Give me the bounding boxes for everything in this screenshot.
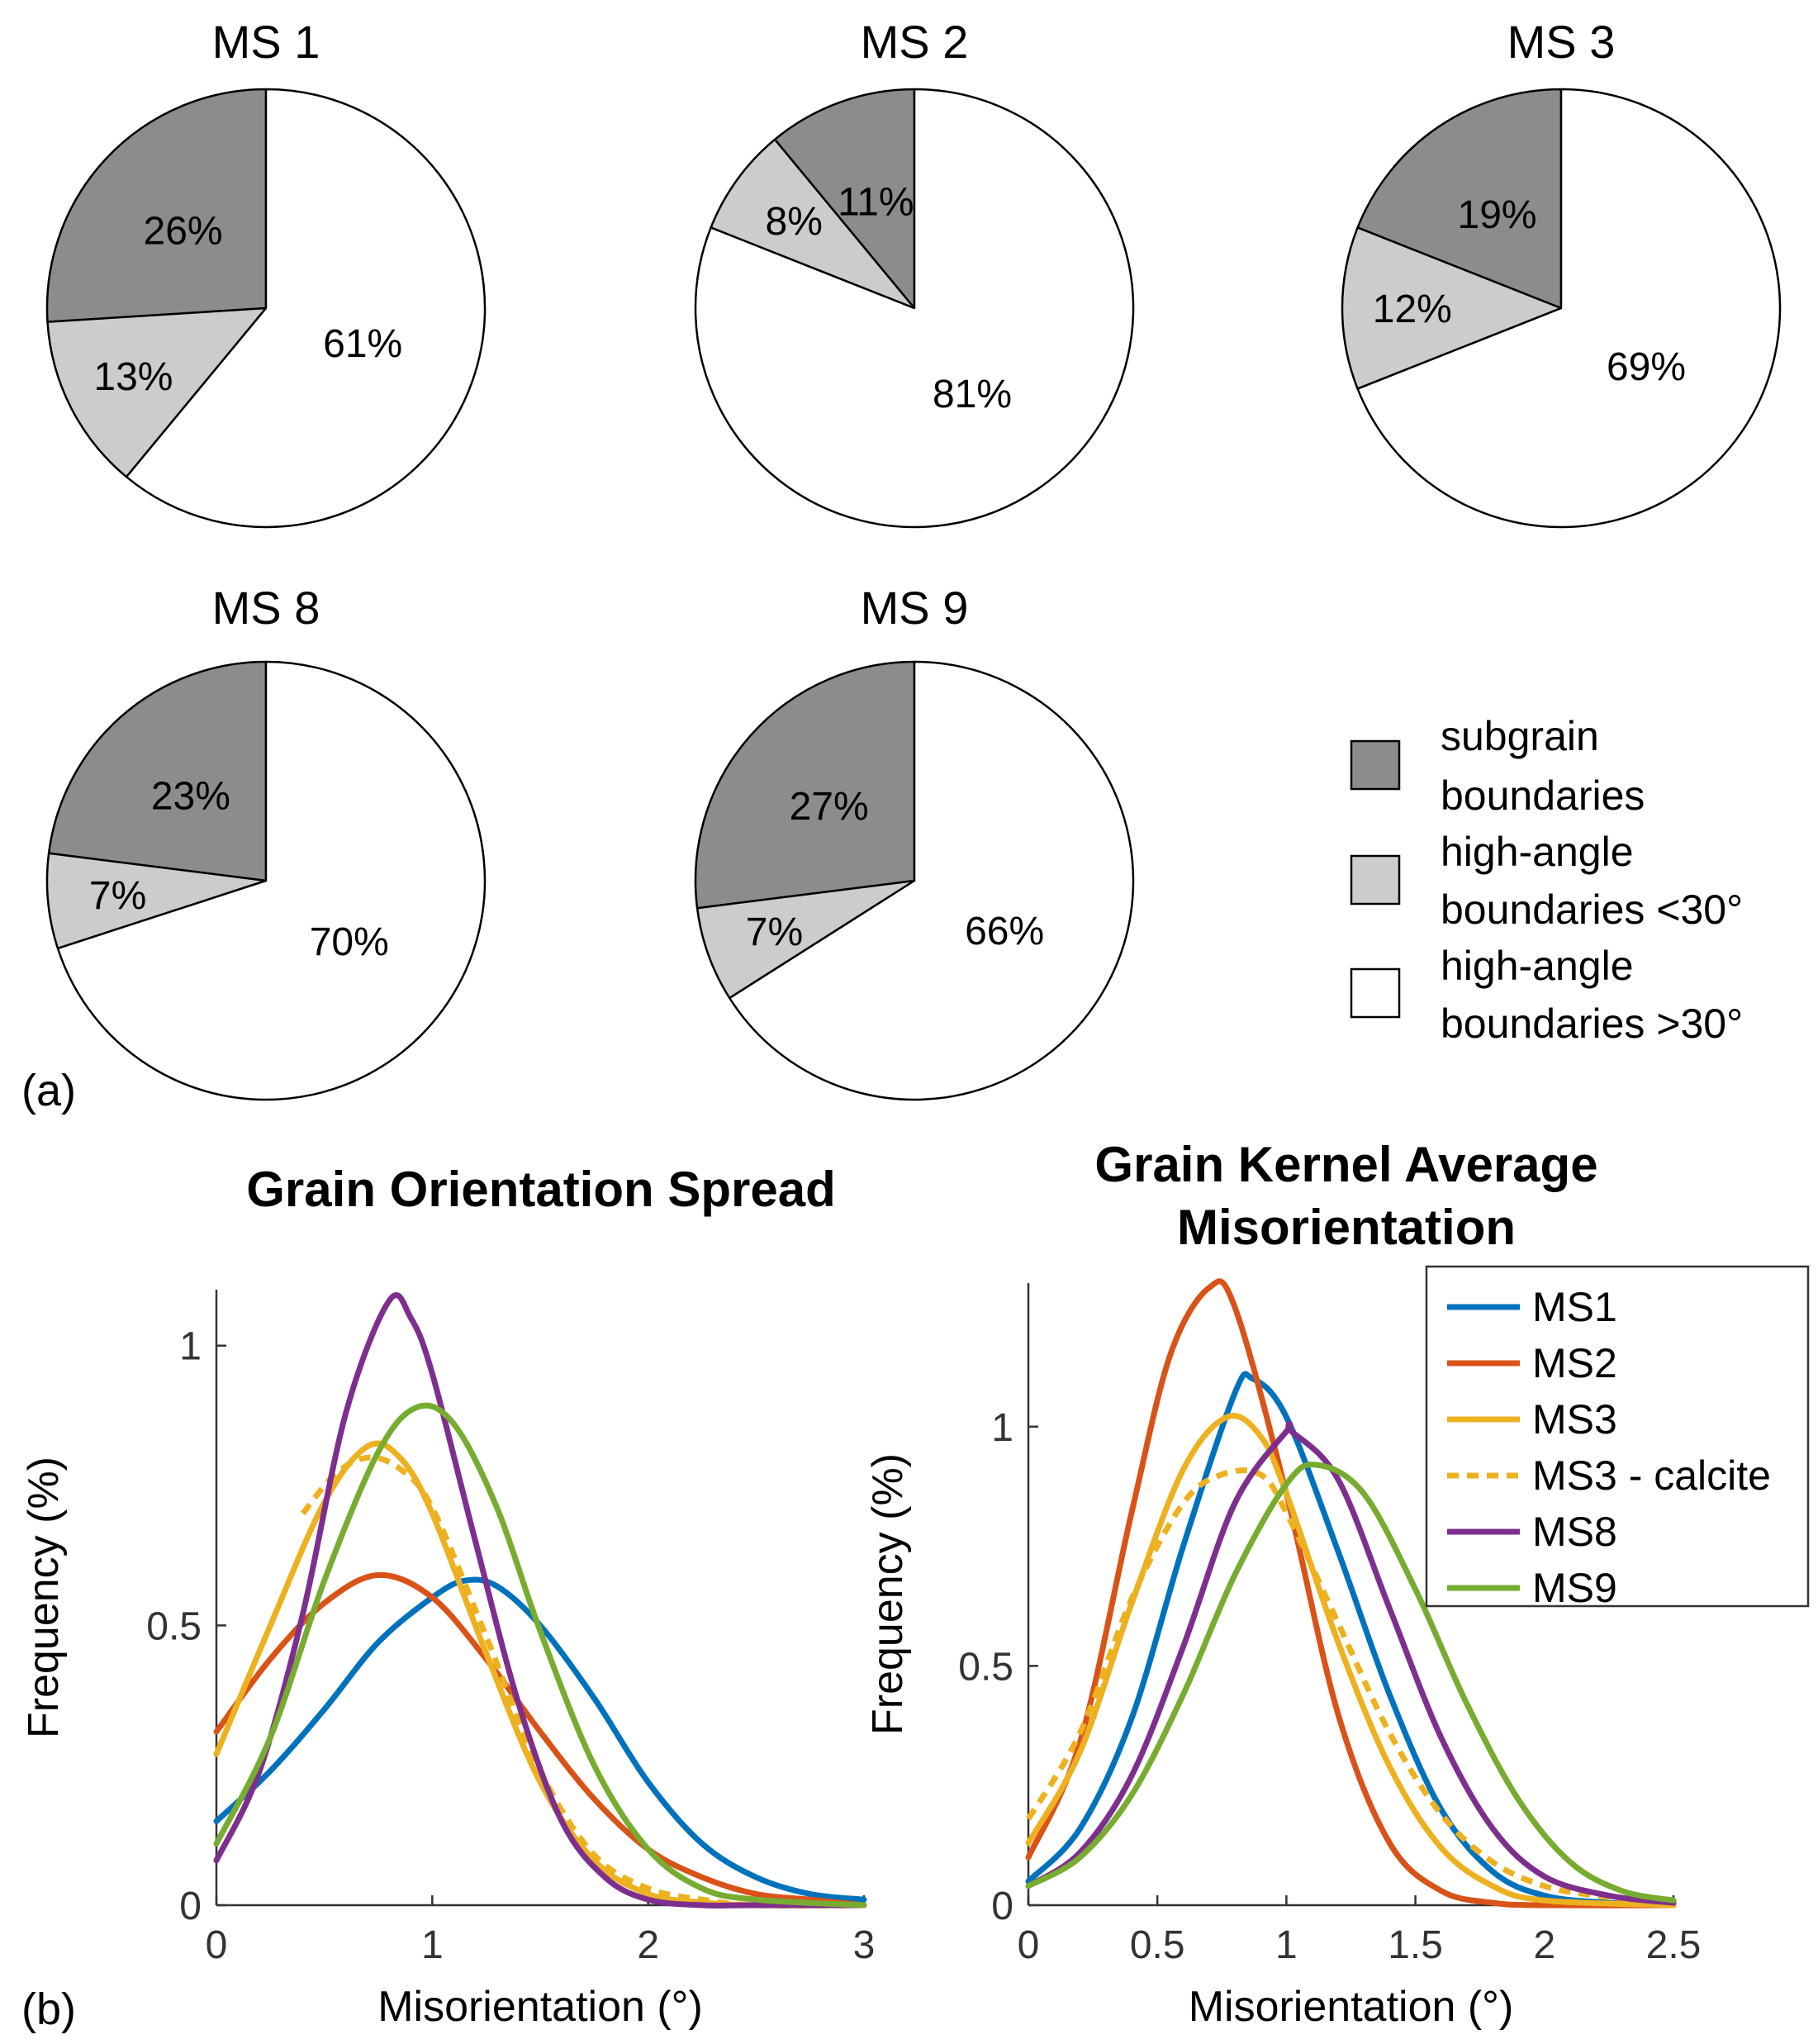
pie-slice-label: 12% [1373,288,1452,331]
x-tick-label: 2 [1533,1923,1555,1967]
x-tick-label: 3 [853,1923,876,1967]
pie-ms-1: MS 1 26% 13% 61% [45,16,487,529]
pie-legend-swatch-high-angle-lt30 [1350,854,1401,906]
pie-slice-label: 61% [323,322,402,366]
pie-slice-subgrain-boundaries [1356,88,1563,310]
pie-slice-label: 26% [144,210,223,254]
pie-legend-swatch-subgrain [1350,739,1401,791]
x-tick-label: 0.5 [1130,1923,1185,1967]
pie-slice-subgrain-boundaries [47,660,268,882]
pie-slice-label: 23% [151,775,230,819]
pie-legend-label-line1: high-angle [1441,829,1634,875]
pie-legend-swatch-high-angle-gt30 [1350,967,1401,1019]
pie-slice-high-angle-boundaries-30 [45,852,268,950]
chart-grain-kernel-average-misorientation: Grain Kernel Average Misorientation 0 0.5… [864,1137,1810,2031]
y-tick-label: 0.5 [146,1604,202,1648]
line-legend-label-ms2: MS2 [1532,1340,1617,1386]
pie-slice-label: 27% [790,785,869,829]
series-line-ms9 [213,1402,867,1909]
y-tick-label: 0 [179,1885,202,1928]
pie-legend-item-subgrain: subgrain boundaries [1350,713,1645,819]
pie-title: MS 2 [861,16,969,68]
y-tick-label: 0.5 [958,1645,1013,1689]
line-legend-label-ms9: MS9 [1532,1565,1617,1611]
y-tick-label: 0 [991,1885,1013,1928]
series-line-ms3-calcite [1025,1467,1674,1909]
x-axis-label: Misorientation (°) [377,1983,703,2031]
pie-legend-item-high-angle-lt30: high-angle boundaries <30° [1350,829,1743,933]
line-legend-label-ms8: MS8 [1532,1509,1617,1555]
chart-grain-orientation-spread: Grain Orientation Spread 0 1 2 3 0 0.5 1 Misori… [20,1162,875,2031]
pie-slice-high-angle-boundaries-30 [46,307,268,478]
x-tick-label: 0 [206,1923,228,1967]
pie-ms-8: MS 8 23% 7% 70% [45,582,487,1101]
pie-slice-high-angle-boundaries-30 [695,879,916,1000]
pie-legend-label-line2: boundaries [1441,772,1645,819]
series-line-ms2 [213,1571,867,1909]
line-legend: MS1 MS2 MS3 MS3 - calcite MS8 MS9 [1425,1265,1810,1611]
pie-slice-high-angle-boundaries-30 [1341,226,1563,390]
series-line-ms3 [1025,1413,1677,1909]
pie-slice-label: 13% [93,355,173,399]
series-line-ms1 [213,1576,867,1903]
x-tick-label: 2.5 [1646,1923,1702,1967]
pie-slice-label: 70% [310,920,389,964]
pie-slice-high-angle-boundaries-30 [694,88,1135,529]
x-tick-label: 1 [1275,1923,1298,1967]
x-axis-label: Misorientation (°) [1189,1983,1514,2031]
pie-legend-label-line1: high-angle [1441,943,1634,989]
line-legend-label-ms3: MS3 [1532,1396,1617,1443]
y-tick-label: 1 [179,1325,202,1369]
panel-label-b: (b) [21,1985,76,2034]
pie-slice-label: 7% [746,910,803,954]
x-tick-label: 2 [637,1923,659,1967]
pie-title: MS 9 [861,582,969,634]
x-tick-label: 0 [1018,1923,1040,1967]
panel-label-a: (a) [21,1066,76,1115]
series-line-ms9 [1025,1462,1677,1904]
y-tick-label: 1 [991,1406,1013,1450]
pie-title: MS 3 [1507,16,1616,68]
pie-slice-subgrain-boundaries [694,660,916,910]
line-legend-box [1425,1265,1810,1608]
pie-charts: MS 126%13%61%MS 211%8%81%MS 319%12%69%MS… [45,16,1782,1101]
pie-slice-subgrain-boundaries [773,88,916,310]
pie-slice-subgrain-boundaries [45,88,268,323]
pie-slice-high-angle-boundaries-30 [710,138,916,310]
pie-legend-label-line2: boundaries <30° [1441,887,1743,933]
x-tick-label: 1.5 [1388,1923,1443,1967]
pie-slice-high-angle-boundaries-30 [125,88,487,529]
series-line-ms1 [1025,1371,1677,1909]
chart-title-line2: Misorientation [1177,1200,1516,1255]
pie-legend: subgrain boundaries high-angle boundarie… [1350,713,1743,1047]
series-line-ms8 [213,1292,867,1909]
series-line-ms8 [1025,1421,1677,1906]
y-axis-label: Frequency (%) [20,1457,68,1738]
pie-title: MS 8 [212,582,320,634]
pie-legend-label-line1: subgrain [1441,713,1599,759]
y-axis-label: Frequency (%) [864,1453,912,1735]
pie-slice-label: 66% [965,910,1044,953]
pie-slice-label: 69% [1607,345,1686,389]
pie-ms-9: MS 9 27% 7% 66% [694,582,1135,1101]
pie-slice-label: 11% [838,180,914,224]
pie-slice-label: 7% [89,874,146,918]
pie-legend-label-line2: boundaries >30° [1441,1001,1743,1047]
pie-slice-high-angle-boundaries-30 [1356,88,1782,529]
line-legend-label-ms1: MS1 [1532,1284,1617,1330]
pie-ms-3: MS 3 19% 12% 69% [1341,16,1782,529]
pie-slice-label: 19% [1458,193,1537,237]
pie-slice-label: 81% [933,373,1012,416]
x-tick-label: 1 [421,1923,444,1967]
pie-legend-item-high-angle-gt30: high-angle boundaries >30° [1350,943,1743,1047]
pie-slice-high-angle-boundaries-30 [729,660,1135,1101]
pie-slice-high-angle-boundaries-30 [56,660,487,1101]
pie-slice-label: 8% [766,200,823,244]
line-legend-label-ms3-calcite: MS3 - calcite [1532,1452,1771,1499]
pie-ms-2: MS 2 11% 8% 81% [694,16,1135,529]
pie-title: MS 1 [212,16,320,68]
chart-title-line1: Grain Kernel Average [1094,1137,1597,1192]
chart-title: Grain Orientation Spread [246,1162,835,1217]
